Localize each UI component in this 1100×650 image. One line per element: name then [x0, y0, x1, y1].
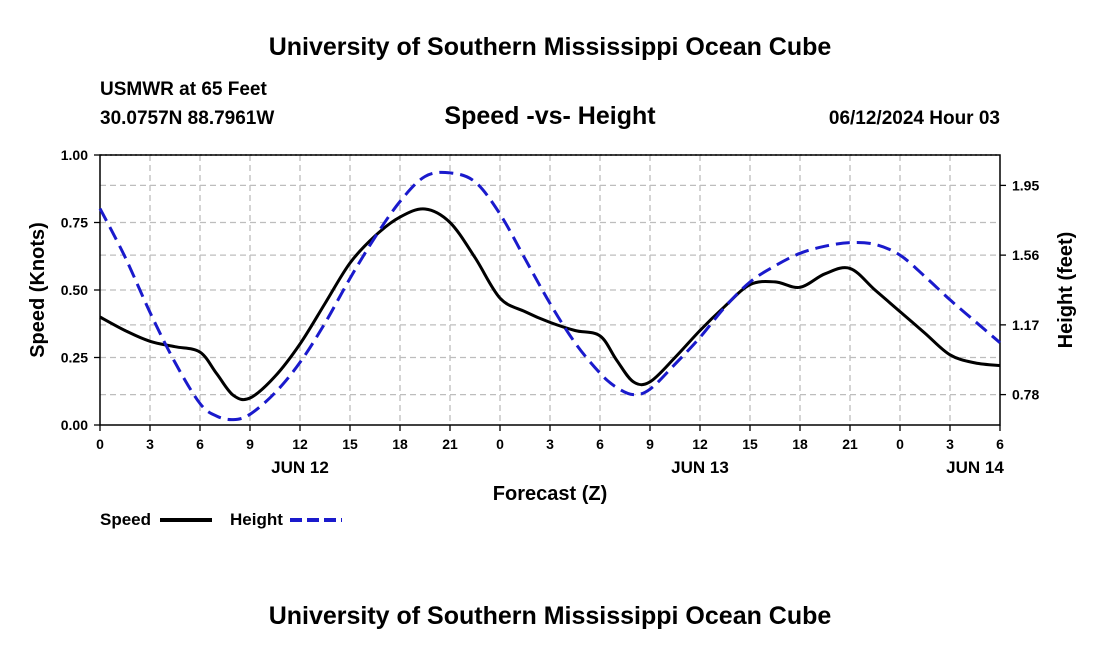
- date-label: JUN 14: [946, 458, 1004, 477]
- x-tick-label: 12: [692, 436, 708, 452]
- series-line-height: [98, 170, 1001, 422]
- station-label: USMWR at 65 Feet: [100, 79, 267, 100]
- y-axis-left-label: Speed (Knots): [27, 222, 49, 358]
- y-left-tick-label: 0.25: [61, 350, 88, 366]
- axis-ticks: 0 3 6 9 12 15 18 21 0 3 6 9 12 15 18 21 0 3 6 0.00 0.25 0.50 0…: [61, 147, 1040, 477]
- y-axis-right-label: Height (feet): [1055, 232, 1077, 349]
- x-tick-label: 18: [392, 436, 408, 452]
- x-tick-label: 6: [596, 436, 604, 452]
- x-axis-label: Forecast (Z): [493, 483, 607, 505]
- y-left-tick-label: 0.75: [61, 215, 88, 231]
- chart-subtitle: Speed -vs- Height: [444, 102, 656, 130]
- x-tick-label: 0: [96, 436, 104, 452]
- timestamp-label: 06/12/2024 Hour 03: [829, 108, 1000, 129]
- x-tick-label: 12: [292, 436, 308, 452]
- x-tick-label: 18: [792, 436, 808, 452]
- x-tick-label: 9: [246, 436, 254, 452]
- main-title: University of Southern Mississippi Ocean…: [269, 33, 832, 61]
- x-tick-label: 0: [496, 436, 504, 452]
- x-tick-label: 21: [442, 436, 458, 452]
- series-lines: [98, 170, 1001, 422]
- y-right-tick-label: 0.78: [1012, 387, 1039, 403]
- x-tick-label: 15: [742, 436, 758, 452]
- footer-title: University of Southern Mississippi Ocean…: [269, 602, 832, 630]
- legend-label-height: Height: [230, 510, 283, 529]
- date-label: JUN 13: [671, 458, 729, 477]
- y-left-tick-label: 0.00: [61, 417, 88, 433]
- x-tick-label: 0: [896, 436, 904, 452]
- x-tick-label: 6: [996, 436, 1004, 452]
- series-line-speed: [99, 207, 1001, 402]
- location-label: 30.0757N 88.7961W: [100, 108, 274, 129]
- grid-lines: [100, 154, 1000, 425]
- y-right-tick-label: 1.95: [1012, 177, 1039, 193]
- x-tick-label: 6: [196, 436, 204, 452]
- y-right-tick-label: 1.17: [1012, 317, 1039, 333]
- y-left-tick-label: 1.00: [61, 147, 88, 163]
- legend: Speed Height: [100, 510, 342, 529]
- x-tick-label: 21: [842, 436, 858, 452]
- date-label: JUN 12: [271, 458, 329, 477]
- legend-label-speed: Speed: [100, 510, 151, 529]
- x-tick-label: 15: [342, 436, 358, 452]
- x-tick-label: 9: [646, 436, 654, 452]
- y-right-tick-label: 1.56: [1012, 247, 1039, 263]
- y-left-tick-label: 0.50: [61, 282, 88, 298]
- x-tick-label: 3: [946, 436, 954, 452]
- x-tick-label: 3: [146, 436, 154, 452]
- x-tick-label: 3: [546, 436, 554, 452]
